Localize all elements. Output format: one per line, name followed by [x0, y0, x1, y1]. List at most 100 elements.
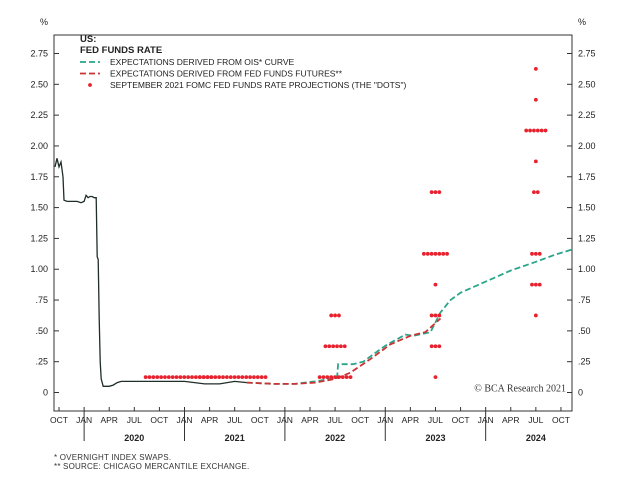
year-label: 2023 [425, 433, 445, 443]
fed-funds-rate-line [54, 158, 247, 387]
fomc-dot [323, 344, 328, 349]
y-tick-label-left: 1.75 [30, 172, 48, 182]
y-tick-label-left: .50 [35, 326, 48, 336]
fomc-dot [429, 190, 434, 195]
x-tick-label: JAN [277, 415, 293, 425]
fomc-dot [537, 282, 542, 287]
y-tick-label-right: 0 [578, 388, 583, 398]
fomc-dot [530, 251, 534, 256]
y-unit-left: % [40, 17, 48, 27]
year-label: 2021 [225, 433, 245, 443]
fomc-dot [213, 375, 218, 379]
y-tick-label-right: 2.00 [578, 141, 596, 151]
fomc-dot [348, 375, 353, 379]
year-label: 2022 [325, 433, 345, 443]
y-tick-label-left: 1.50 [30, 203, 48, 213]
y-unit-right: % [578, 17, 586, 27]
fomc-dot [445, 251, 449, 256]
fomc-dot [182, 375, 187, 379]
fomc-dot [533, 251, 538, 256]
x-tick-label: JAN [377, 415, 393, 425]
fomc-dot [533, 159, 538, 164]
y-tick-label-right: 2.75 [578, 48, 596, 58]
fomc-dot [532, 190, 536, 195]
fomc-dot [143, 375, 148, 379]
fomc-dot [537, 251, 542, 256]
fomc-dot [186, 375, 191, 379]
fomc-dot [178, 375, 183, 379]
fomc-dot [147, 375, 152, 379]
fomc-dot [533, 313, 538, 318]
fomc-dot [205, 375, 210, 379]
fomc-dot [433, 282, 438, 287]
x-tick-label: JAN [76, 415, 92, 425]
fomc-dot [429, 344, 434, 349]
fomc-dot [344, 375, 349, 379]
fomc-dot [248, 375, 252, 379]
y-tick-label-right: 1.50 [578, 203, 596, 213]
fomc-dot [338, 344, 343, 349]
fomc-dot [232, 375, 237, 379]
x-tick-label: OCT [552, 415, 570, 425]
y-tick-label-right: 1.00 [578, 264, 596, 274]
x-tick-label: JAN [478, 415, 494, 425]
fomc-dot [421, 251, 426, 256]
fomc-dot [437, 190, 442, 195]
y-tick-label-right: 2.25 [578, 110, 596, 120]
series-lines [54, 158, 573, 387]
x-tick-label: APR [301, 415, 318, 425]
fomc-dot [331, 344, 336, 349]
fomc-dot [433, 190, 438, 195]
fomc-dot [543, 128, 548, 133]
footnote-source: ** SOURCE: CHICAGO MERCANTILE EXCHANGE. [54, 462, 250, 471]
fomc-dot [317, 375, 322, 379]
fomc-dot [193, 375, 198, 379]
plot-frame [53, 34, 573, 412]
fomc-dot [329, 313, 334, 318]
year-label: 2024 [526, 433, 546, 443]
y-tick-label-right: .75 [578, 295, 591, 305]
legend-label: EXPECTATIONS DERIVED FROM FED FUNDS FUTU… [110, 69, 343, 79]
footnote-ois: * OVERNIGHT INDEX SWAPS. [54, 453, 172, 462]
fomc-dot [433, 375, 438, 379]
fomc-dot [217, 375, 222, 379]
fomc-dot [333, 375, 337, 379]
fomc-dot [429, 251, 434, 256]
fomc-dot [532, 128, 536, 133]
chart-title-line-2: FED FUNDS RATE [80, 45, 162, 56]
fomc-dot [321, 375, 326, 379]
y-tick-label-right: 2.50 [578, 79, 596, 89]
bca-watermark: © BCA Research 2021 [474, 383, 566, 394]
y-tick-label-right: 1.25 [578, 233, 596, 243]
y-tick-label-left: 2.00 [30, 141, 48, 151]
fomc-dot [197, 375, 202, 379]
y-tick-label-left: 1.00 [30, 264, 48, 274]
fomc-dot [240, 375, 245, 379]
fomc-dot [236, 375, 241, 379]
legend-swatch-dot [88, 83, 92, 87]
y-tick-label-right: .50 [578, 326, 591, 336]
y-tick-label-left: 2.75 [30, 48, 48, 58]
x-tick-label: OCT [251, 415, 269, 425]
fomc-dot [170, 375, 175, 379]
ois-expectations-line [246, 248, 573, 385]
fomc-dot [425, 251, 430, 256]
fomc-dot [524, 128, 529, 133]
fomc-dot [252, 375, 256, 379]
legend: EXPECTATIONS DERIVED FROM OIS* CURVE EXPE… [80, 57, 406, 90]
fomc-dot [209, 375, 214, 379]
legend-label: SEPTEMBER 2021 FOMC FED FUNDS RATE PROJE… [110, 80, 406, 90]
fomc-dot [335, 344, 339, 349]
fomc-dot [263, 375, 268, 379]
fomc-dot [337, 375, 341, 379]
fomc-dot [433, 344, 438, 349]
fomc-dot [437, 251, 442, 256]
fomc-dot [535, 190, 540, 195]
y-tick-label-left: .75 [35, 295, 48, 305]
legend-label: EXPECTATIONS DERIVED FROM OIS* CURVE [110, 57, 295, 67]
fomc-dot [337, 313, 341, 318]
fomc-dot [221, 375, 225, 379]
x-tick-label: JUL [328, 415, 343, 425]
axes [53, 34, 573, 412]
